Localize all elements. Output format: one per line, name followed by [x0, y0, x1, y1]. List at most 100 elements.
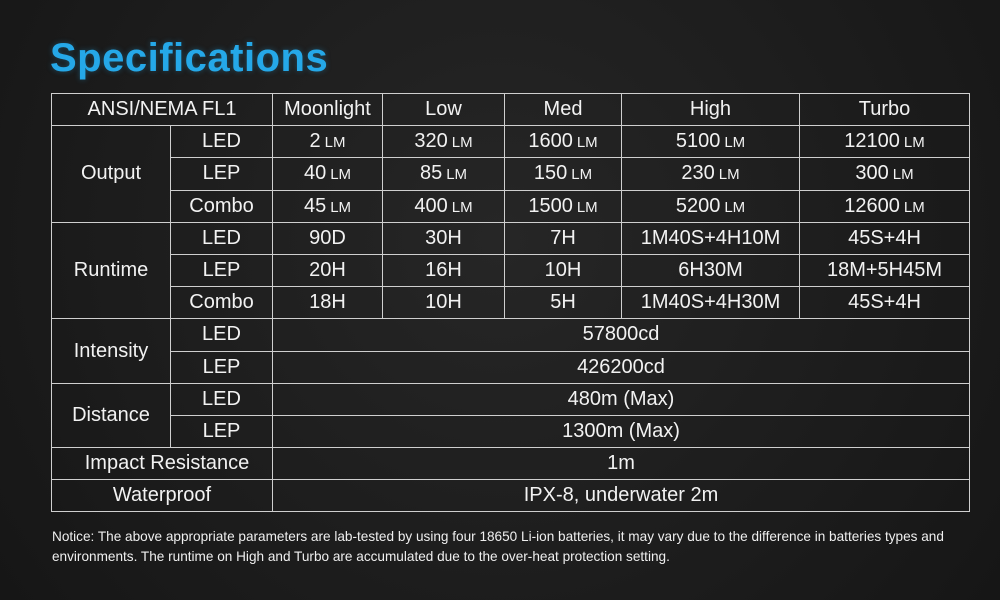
output-cell: 320 LM [382, 125, 505, 159]
waterproof-value: IPX-8, underwater 2m [272, 479, 970, 513]
unit-label: LM [576, 134, 598, 152]
output-value: 2 [309, 130, 321, 153]
unit-label: LM [903, 198, 925, 216]
unit-label: LM [903, 134, 925, 152]
runtime-value: 20H [272, 253, 383, 288]
runtime-value: 10H [382, 286, 505, 320]
mode-header: Moonlight [272, 92, 383, 127]
output-cell: 2 LM [272, 125, 383, 159]
unit-label: LM [330, 198, 352, 216]
runtime-value: 45S+4H [799, 221, 970, 255]
runtime-value: 10H [504, 253, 622, 288]
output-value: 150 [533, 162, 568, 185]
unit-label: LM [330, 166, 352, 184]
unit-label: LM [724, 134, 746, 152]
source-label: LEP [170, 253, 273, 288]
output-label: Output [51, 125, 171, 223]
mode-header: Low [382, 92, 505, 127]
output-cell: 400 LM [382, 189, 505, 223]
runtime-value: 1M40S+4H10M [621, 221, 800, 255]
intensity-label: Intensity [51, 318, 171, 384]
unit-label: LM [324, 134, 346, 152]
distance-row: LEP 1300m (Max) [52, 414, 970, 449]
runtime-label: Runtime [51, 221, 171, 320]
unit-label: LM [571, 166, 593, 184]
output-cell: 150 LM [504, 157, 622, 191]
output-cell: 45 LM [272, 189, 383, 223]
output-cell: 85 LM [382, 157, 505, 191]
output-value: 40 [303, 162, 327, 185]
unit-label: LM [576, 198, 598, 216]
impact-value: 1m [272, 447, 970, 481]
output-value: 5100 [675, 130, 721, 153]
waterproof-row: Waterproof IPX-8, underwater 2m [51, 479, 970, 513]
output-value: 300 [855, 162, 889, 185]
specifications-table: ANSI/NEMA FL1 Moonlight Low Med High Tur… [51, 92, 970, 513]
output-value: 1600 [528, 130, 573, 153]
distance-row: Distance LED 480m (Max) [51, 382, 970, 449]
runtime-value: 7H [504, 221, 622, 255]
unit-label: LM [446, 166, 468, 184]
source-label: LED [170, 318, 273, 352]
intensity-value: 57800cd [272, 318, 970, 352]
output-row: Output LED 2 LM 320 LM 1600 LM 5100 LM 12100… [51, 125, 970, 223]
output-cell: 1500 LM [504, 189, 622, 223]
standard-label: ANSI/NEMA FL1 [51, 92, 273, 127]
unit-label: LM [724, 198, 746, 216]
output-cell: 40 LM [272, 157, 383, 191]
unit-label: LM [718, 166, 740, 184]
runtime-row: Runtime LED 90D 30H 7H 1M40S+4H10M 45S+4… [51, 221, 970, 320]
mode-header: Med [504, 92, 622, 127]
intensity-row: Intensity LED 57800cd [51, 318, 970, 384]
source-label: LED [170, 125, 273, 159]
output-value: 5200 [675, 194, 721, 217]
source-label: Combo [170, 189, 273, 223]
unit-label: LM [892, 166, 914, 184]
output-value: 45 [303, 194, 327, 217]
unit-label: LM [451, 134, 473, 152]
intensity-row: LEP 426200cd [52, 350, 970, 384]
output-value: 400 [414, 194, 448, 217]
distance-label: Distance [51, 382, 171, 449]
impact-row: Impact Resistance 1m [51, 447, 970, 481]
runtime-value: 30H [382, 221, 505, 255]
header-row: ANSI/NEMA FL1 Moonlight Low Med High Tur… [51, 92, 970, 127]
notice-text: Notice: The above appropriate parameters… [52, 529, 944, 564]
output-value: 230 [681, 162, 715, 185]
mode-header: High [621, 92, 800, 127]
runtime-row: Combo 18H 10H 5H 1M40S+4H30M 45S+4H [52, 286, 970, 320]
runtime-value: 18H [272, 286, 383, 320]
runtime-value: 6H30M [621, 253, 800, 288]
impact-label: Impact Resistance [51, 447, 273, 481]
distance-value: 480m (Max) [272, 382, 970, 416]
distance-value: 1300m (Max) [272, 414, 970, 449]
output-value: 12100 [844, 130, 900, 153]
source-label: LEP [170, 350, 273, 384]
output-cell: 300 LM [799, 157, 970, 191]
runtime-value: 1M40S+4H30M [621, 286, 800, 320]
runtime-value: 5H [504, 286, 622, 320]
intensity-value: 426200cd [272, 350, 970, 384]
output-cell: 1600 LM [504, 125, 622, 159]
output-row: LEP 40 LM 85 LM 150 LM 230 LM 300 LM [52, 157, 970, 191]
runtime-row: LEP 20H 16H 10H 6H30M 18M+5H45M [52, 253, 970, 288]
output-cell: 5100 LM [621, 125, 800, 159]
source-label: LEP [170, 157, 273, 191]
output-cell: 12100 LM [799, 125, 970, 159]
source-label: Combo [170, 286, 273, 320]
source-label: LED [170, 382, 273, 416]
mode-header: Turbo [799, 92, 970, 127]
output-cell: 230 LM [621, 157, 800, 191]
output-value: 85 [419, 162, 443, 185]
unit-label: LM [451, 198, 473, 216]
output-value: 12600 [844, 194, 900, 217]
runtime-value: 90D [272, 221, 383, 255]
output-cell: 5200 LM [621, 189, 800, 223]
source-label: LEP [170, 414, 273, 449]
output-row: Combo 45 LM 400 LM 1500 LM 5200 LM 12600 LM [52, 189, 970, 223]
page-title: Specifications [50, 36, 329, 80]
output-cell: 12600 LM [799, 189, 970, 223]
waterproof-label: Waterproof [51, 479, 273, 513]
output-value: 1500 [528, 194, 573, 217]
runtime-value: 16H [382, 253, 505, 288]
